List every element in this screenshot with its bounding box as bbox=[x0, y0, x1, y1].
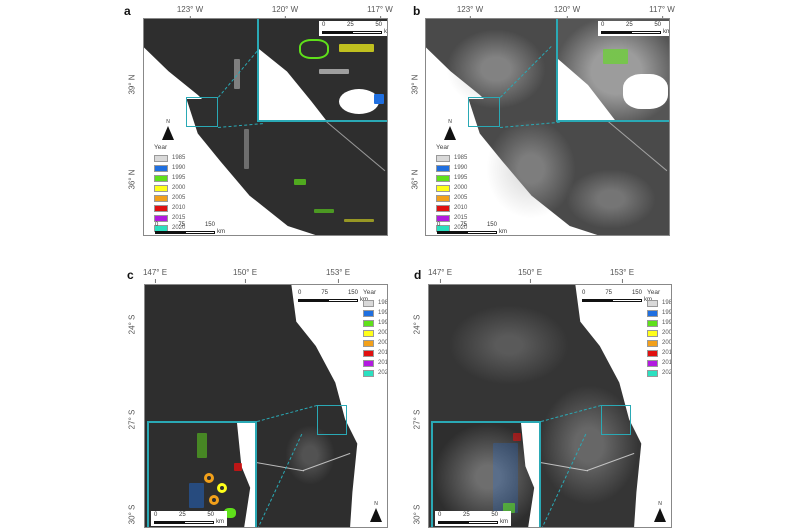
legend-item: 1990 bbox=[363, 308, 387, 318]
legend-item: 2005 bbox=[436, 193, 467, 203]
year-legend: Year 1985 1990 1995 2000 2005 2010 2015 … bbox=[154, 144, 185, 233]
north-arrow-icon: N bbox=[653, 501, 667, 522]
north-arrow-icon: N bbox=[161, 119, 175, 140]
lon-tick: 120° W bbox=[271, 5, 299, 20]
scale-tick: 0 bbox=[322, 22, 326, 28]
legend-item: 2005 bbox=[363, 338, 387, 348]
inset-map: 0 25 50 km bbox=[257, 19, 387, 122]
legend-item: 2010 bbox=[647, 348, 671, 358]
lat-tick: 27° S bbox=[127, 409, 137, 430]
panel-label-d: d bbox=[414, 268, 422, 282]
inset-marker bbox=[186, 97, 218, 127]
lon-tick: 147° E bbox=[142, 268, 168, 283]
panel-label-a: a bbox=[124, 4, 131, 18]
scale-unit: km bbox=[384, 29, 387, 35]
panel-label-c: c bbox=[127, 268, 134, 282]
lon-tick: 123° W bbox=[176, 5, 204, 20]
lon-tick: 123° W bbox=[456, 5, 484, 20]
scale-tick: 25 bbox=[346, 22, 354, 28]
map-california-a: 0 25 50 km N Year 1985 1990 1995 2000 2005… bbox=[143, 18, 388, 236]
panel-label-b: b bbox=[413, 4, 421, 18]
legend-item: 2015 bbox=[363, 358, 387, 368]
legend-item: 2010 bbox=[436, 203, 467, 213]
legend-item: 1995 bbox=[154, 173, 185, 183]
legend-item: 1995 bbox=[363, 318, 387, 328]
legend-item: 2010 bbox=[154, 203, 185, 213]
legend-item: 1985 bbox=[436, 153, 467, 163]
legend-item: 2015 bbox=[436, 213, 467, 223]
lat-tick: 30° S bbox=[127, 504, 137, 525]
lon-tick: 153° E bbox=[609, 268, 635, 283]
year-legend: Year 1985 1990 1995 2000 2005 2010 2015 … bbox=[647, 289, 671, 378]
legend-item: 1990 bbox=[647, 308, 671, 318]
lat-tick: 39° N bbox=[410, 74, 420, 95]
legend-item: 1995 bbox=[436, 173, 467, 183]
year-legend: Year 1985 1990 1995 2000 2005 2010 2015 … bbox=[436, 144, 468, 232]
lat-tick: 24° S bbox=[127, 314, 137, 335]
legend-item: 2020 bbox=[647, 368, 671, 378]
legend-item: 2000 bbox=[154, 183, 185, 193]
north-arrow-icon: N bbox=[443, 119, 457, 140]
lon-tick: 153° E bbox=[325, 268, 351, 283]
legend-item: 1985 bbox=[363, 298, 387, 308]
lat-tick: 36° N bbox=[127, 169, 137, 190]
legend-item: 2000 bbox=[363, 328, 387, 338]
legend-item: 2005 bbox=[154, 193, 185, 203]
inset-marker bbox=[601, 405, 631, 435]
legend-item: 2005 bbox=[647, 338, 671, 348]
legend-item: 2010 bbox=[363, 348, 387, 358]
inset-marker bbox=[468, 97, 500, 127]
legend-item: 2015 bbox=[647, 358, 671, 368]
lon-tick: 150° E bbox=[517, 268, 543, 283]
scale-tick: 50 bbox=[375, 22, 382, 28]
year-legend: Year 1985 1990 1995 2000 2005 2010 2015 … bbox=[363, 289, 387, 378]
legend-item: 2000 bbox=[436, 183, 467, 193]
lat-tick: 36° N bbox=[410, 169, 420, 190]
north-arrow-icon: N bbox=[369, 501, 383, 522]
lat-tick: 27° S bbox=[412, 409, 422, 430]
legend-item: 1990 bbox=[154, 163, 185, 173]
legend-item: 2015 bbox=[154, 213, 185, 223]
lat-tick: 30° S bbox=[412, 504, 422, 525]
legend-item: 2000 bbox=[647, 328, 671, 338]
inset-marker bbox=[317, 405, 347, 435]
legend-title: Year bbox=[154, 144, 168, 151]
legend-item: 1995 bbox=[647, 318, 671, 328]
lat-tick: 39° N bbox=[127, 74, 137, 95]
lon-tick: 147° E bbox=[427, 268, 453, 283]
lat-tick: 24° S bbox=[412, 314, 422, 335]
lon-tick: 120° W bbox=[553, 5, 581, 20]
legend-item: 1985 bbox=[647, 298, 671, 308]
lon-tick: 117° W bbox=[649, 5, 675, 20]
inset-scale-bar: 0 25 50 km bbox=[319, 21, 387, 36]
legend-item: 1990 bbox=[436, 163, 467, 173]
legend-item: 2020 bbox=[363, 368, 387, 378]
legend-item: 1985 bbox=[154, 153, 185, 163]
lon-tick: 150° E bbox=[232, 268, 258, 283]
lon-tick: 117° W bbox=[367, 5, 393, 20]
